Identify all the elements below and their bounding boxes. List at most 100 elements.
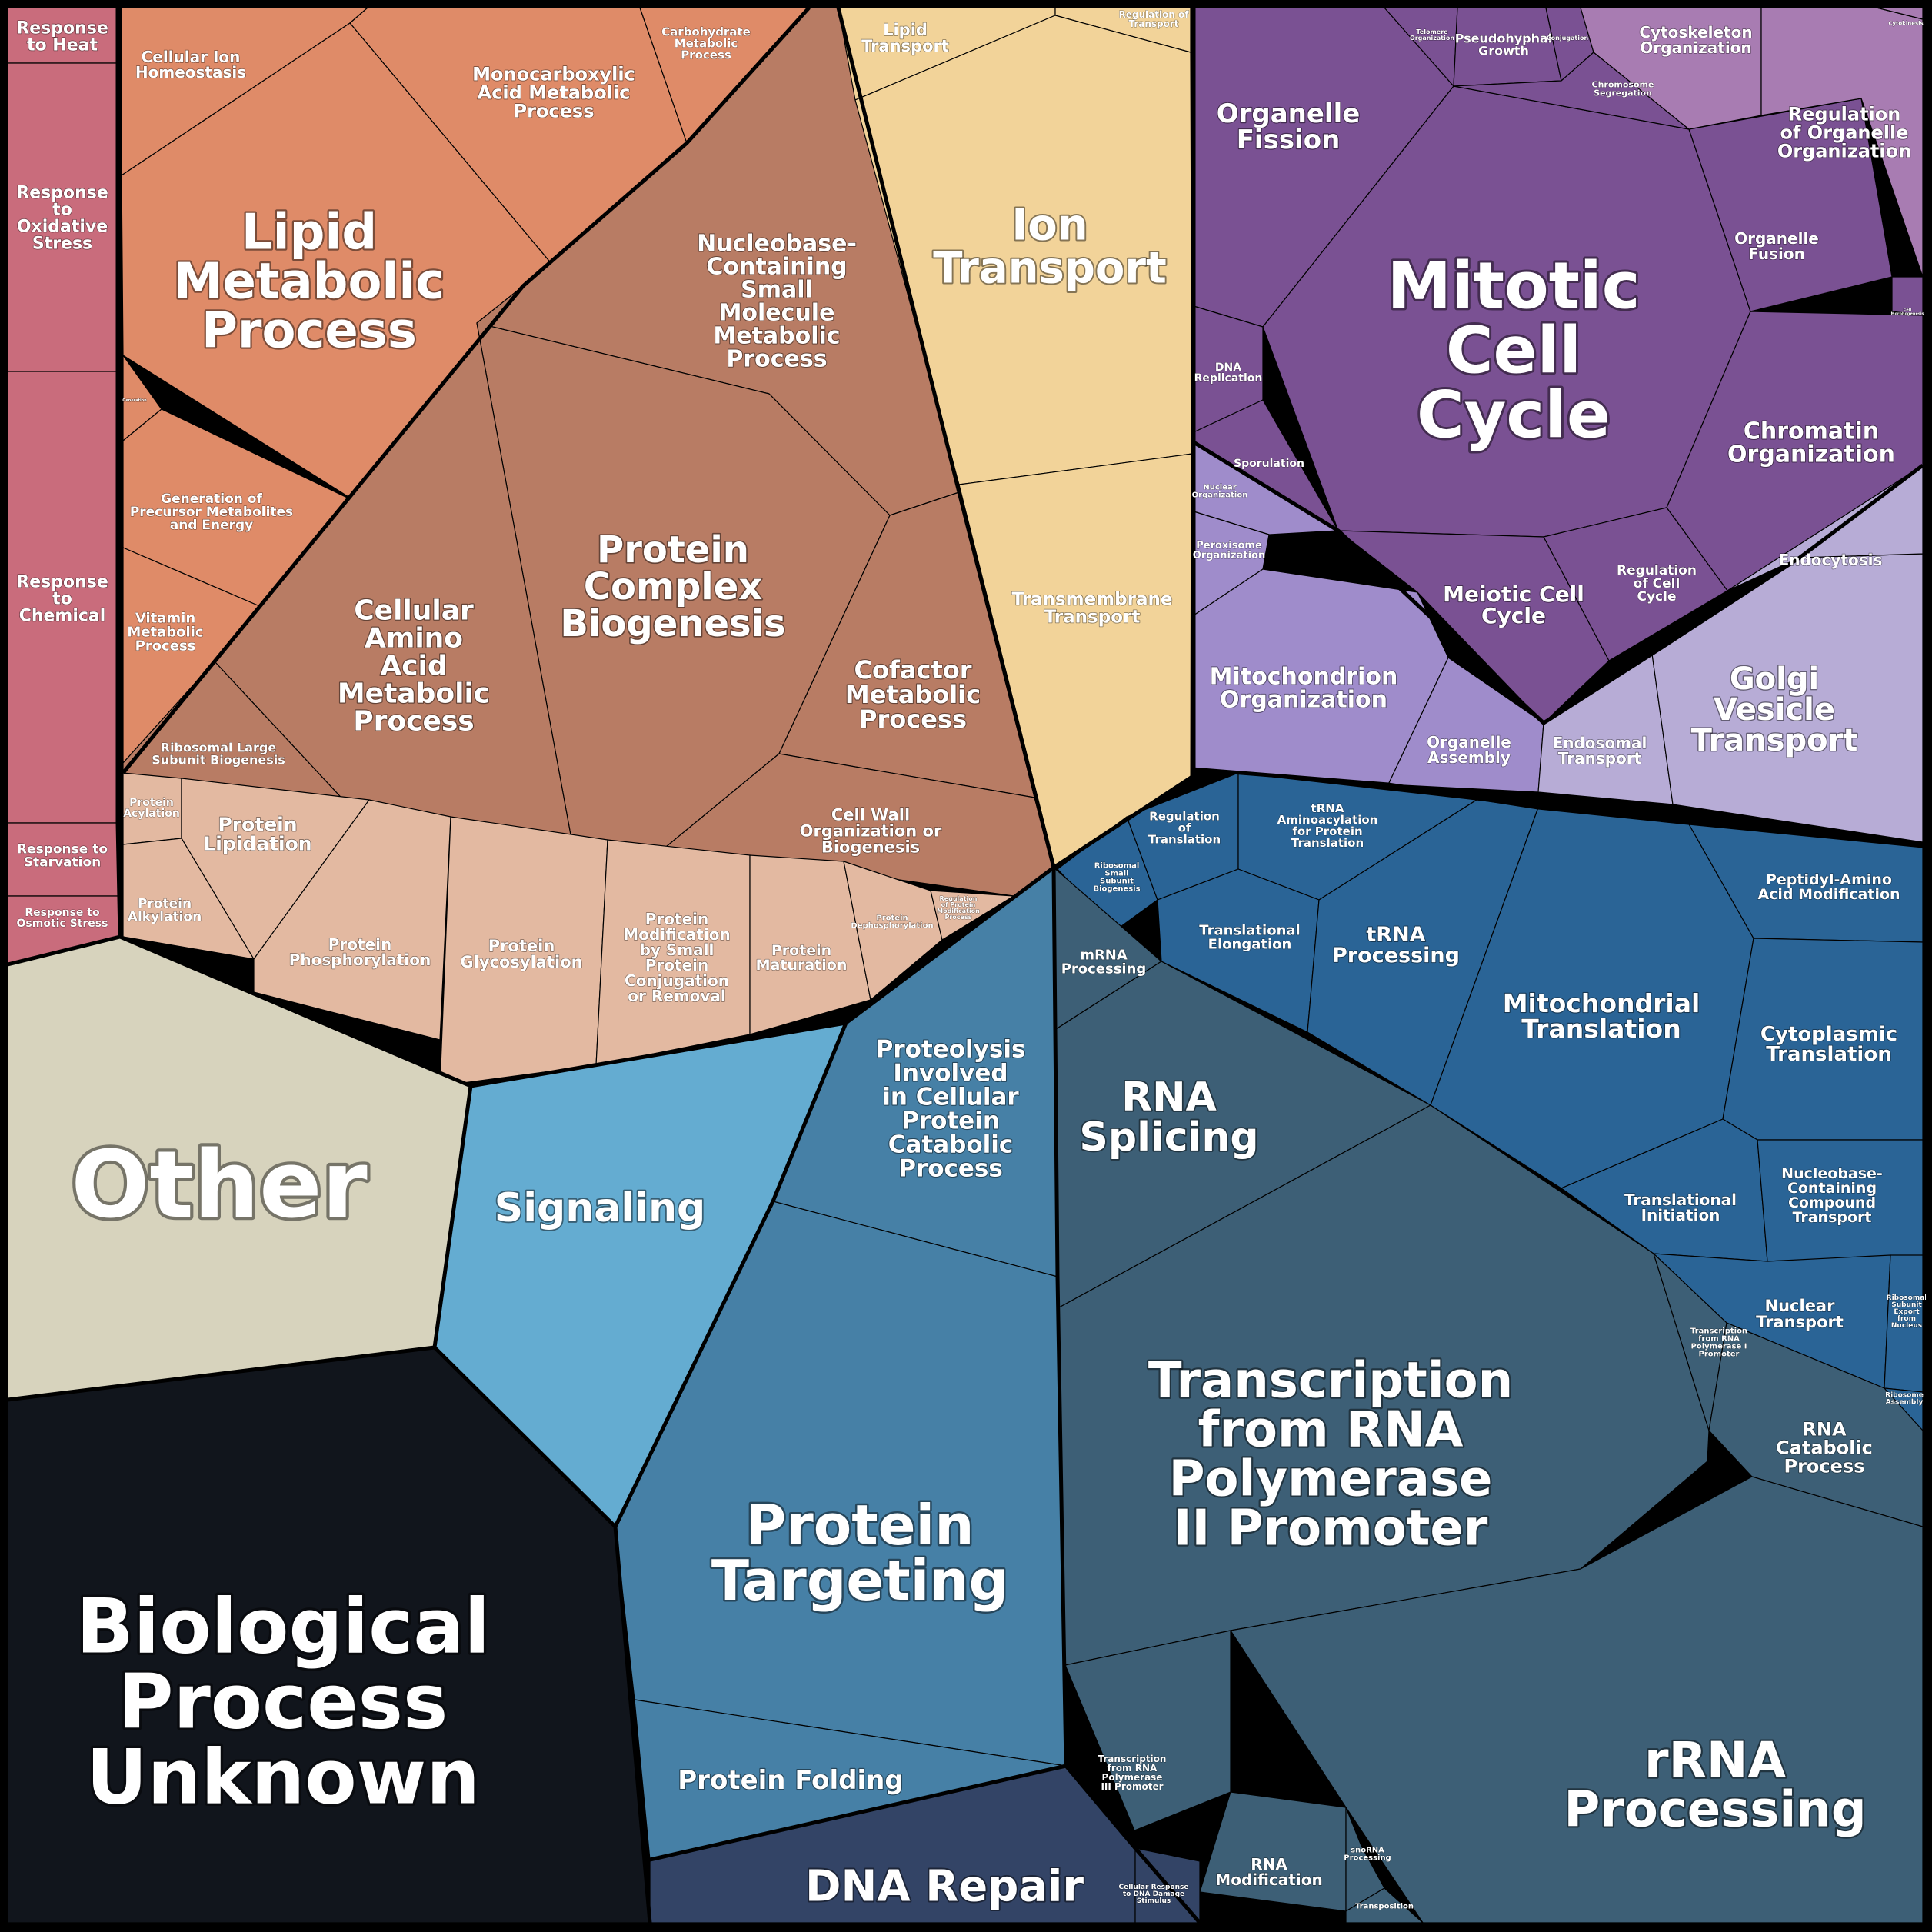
label-rna-splicing: RNA Splicing xyxy=(1079,1074,1258,1161)
cell-endocytosis xyxy=(1727,465,1924,591)
label-cellular-response-to-dna-damage-stimulus: Cellular Response to DNA Damage Stimulus xyxy=(1119,1884,1189,1905)
label-protein-alkylation: Protein Alkylation xyxy=(128,896,202,924)
label-sporulation: Sporulation xyxy=(1234,458,1304,470)
label-golgi-vesicle-transport: Golgi Vesicle Transport xyxy=(1691,661,1858,758)
label-organelle-fission: Organelle Fission xyxy=(1217,98,1361,155)
label-ribosomal-large-subunit-biogenesis: Ribosomal Large Subunit Biogenesis xyxy=(152,741,285,768)
label-nucleobase-containing-compound-transport: Nucleobase-Containing Compound Transport xyxy=(1781,1165,1883,1226)
label-ribosome-assembly: Ribosome Assembly xyxy=(1885,1392,1924,1407)
label-protein-dephosphorylation: Protein Dephosphorylation xyxy=(851,914,933,931)
label-rna-catabolic-process: RNA Catabolic Process xyxy=(1776,1418,1873,1477)
cell-layer xyxy=(7,7,1924,1924)
region-seam xyxy=(649,1764,1067,1862)
label-layer: Response to Heat Response to Oxidative Stress… xyxy=(15,9,1927,1914)
label-peroxisome-organization: Peroxisome Organization xyxy=(1193,540,1265,561)
label-trna-aminoacylation-for-protein-translation: tRNA Aminoacylation for Protein Translation xyxy=(1277,801,1378,850)
label-endocytosis: Endocytosis xyxy=(1779,551,1883,569)
label-mrna-processing: mRNA Processing xyxy=(1061,947,1147,977)
label-cytokinesis: Cytokinesis xyxy=(1888,20,1923,26)
label-translational-elongation: Translational Elongation xyxy=(1199,922,1300,952)
label-generation-of-precursor-metabolites-and-energy: Generation of Precursor Metabolites and En… xyxy=(130,491,293,533)
label-organelle-fusion: Organelle Fusion xyxy=(1734,229,1819,263)
label-snorna-processing: snoRNA Processing xyxy=(1344,1847,1391,1863)
label-lipid-transport: Lipid Transport xyxy=(861,21,949,55)
label-dna-repair: DNA Repair xyxy=(805,1862,1084,1912)
label-transposition: Transposition xyxy=(1355,1903,1414,1911)
label-ribosomal-small-subunit-biogenesis: Ribosomal Small Subunit Biogenesis xyxy=(1093,862,1140,894)
region-seam xyxy=(836,7,1056,868)
label-response-to-heat: Response to Heat xyxy=(16,19,108,55)
region-seam xyxy=(7,934,121,967)
label-response-to-chemical: Response to Chemical xyxy=(16,573,108,626)
cell-regulation-of-protein-modification-process xyxy=(930,890,1014,941)
label-cell-morphogenesis: Cell Morphogenesis xyxy=(1890,308,1924,316)
label-protein-targeting: Protein Targeting xyxy=(711,1493,1008,1613)
cell-protein-phosphorylation xyxy=(253,799,451,1041)
label-conjugation: Conjugation xyxy=(1547,35,1589,42)
label-cytoskeleton-organization: Cytoskeleton Organization xyxy=(1639,23,1752,57)
cell-meiotic-cell-cycle xyxy=(1337,530,1610,724)
region-seam xyxy=(1191,767,1924,848)
region-seam xyxy=(115,8,122,938)
label-nuclear-transport: Nuclear Transport xyxy=(1756,1297,1844,1331)
label-trna-processing: tRNA Processing xyxy=(1332,923,1460,968)
label-protein-phosphorylation: Protein Phosphorylation xyxy=(289,935,431,969)
label-protein-modification-by-small-protein-conjugation-or-removal: Protein Modification by Small Protein Conjug… xyxy=(623,910,730,1005)
label-regulation-of-protein-modification-process: Regulation of Protein Modification Process xyxy=(937,895,980,921)
region-seam xyxy=(122,6,811,774)
group-boundary-layer xyxy=(7,6,1924,1924)
label-response-to-starvation: Response to Starvation xyxy=(17,841,108,870)
label-cellular-ion-homeostasis: Cellular Ion Homeostasis xyxy=(135,48,246,82)
label-biological-process-unknown: Biological Process Unknown xyxy=(76,1583,490,1821)
label-response-to-osmotic-stress: Response to Osmotic Stress xyxy=(17,907,108,930)
cell-transposition xyxy=(1345,1887,1424,1924)
label-telomere-organization: Telomere Organization xyxy=(1410,28,1454,42)
label-protein-glycosylation: Protein Glycosylation xyxy=(460,937,582,971)
label-cytoplasmic-translation: Cytoplasmic Translation xyxy=(1760,1023,1897,1066)
label-pseudohyphal-growth: Pseudohyphal Growth xyxy=(1455,32,1553,58)
label-rrna-processing: rRNA Processing xyxy=(1564,1732,1866,1838)
label-cellular-amino-acid-metabolic-process: Cellular Amino Acid Metabolic Process xyxy=(338,595,490,738)
label-protein-lipidation: Protein Lipidation xyxy=(203,813,311,854)
label-nucleobase-containing-small-molecule-metabolic-process: Nucleobase-Containing Small Molecule Metabo… xyxy=(697,231,857,373)
label-vitamin-metabolic-process: Vitamin Metabolic Process xyxy=(127,610,203,654)
region-seam xyxy=(1192,440,1924,725)
label-cofactor-metabolic-process: Cofactor Metabolic Process xyxy=(845,655,981,734)
label-mitochondrion-organization: Mitochondrion Organization xyxy=(1210,664,1398,714)
cell-cell-morphogenesis xyxy=(1891,276,1924,316)
label-response-to-oxidative-stress: Response to Oxidative Stress xyxy=(16,184,108,254)
label-ribosomal-subunit-export-from-nucleus: Ribosomal Subunit Export from Nucleus xyxy=(1887,1294,1927,1330)
label-transmembrane-transport: Transmembrane Transport xyxy=(1012,590,1173,628)
label-carbohydrate-metabolic-process: Carbohydrate Metabolic Process xyxy=(661,25,751,62)
label-nuclear-organization: Nuclear Organization xyxy=(1192,484,1248,500)
label-dna-replication: DNA Replication xyxy=(1194,361,1263,385)
label-regulation-of-transport: Regulation of Transport xyxy=(1118,9,1189,29)
label-rna-modification: RNA Modification xyxy=(1215,1855,1322,1889)
label-generation-of-precursor-metabolites-and-energy: Generation xyxy=(122,398,147,403)
label-cell-wall-organization-or-biogenesis: Cell Wall Organization or Biogenesis xyxy=(800,805,942,856)
label-transcription-from-rna-polymerase-iii-promoter: Transcription from RNA Polymerase III Promo… xyxy=(1098,1754,1167,1792)
label-mitochondrial-translation: Mitochondrial Translation xyxy=(1503,988,1700,1044)
label-meiotic-cell-cycle: Meiotic Cell Cycle xyxy=(1443,581,1584,628)
label-protein-maturation: Protein Maturation xyxy=(756,942,848,974)
region-seam xyxy=(613,1022,848,1528)
label-chromosome-segregation: Chromosome Segregation xyxy=(1592,79,1654,98)
label-monocarboxylic-acid-metabolic-process: Monocarboxylic Acid Metabolic Process xyxy=(472,63,635,122)
label-chromatin-organization: Chromatin Organization xyxy=(1727,418,1895,468)
label-regulation-of-organelle-organization: Regulation of Organelle Organization xyxy=(1777,103,1911,162)
label-protein-folding: Protein Folding xyxy=(678,1765,903,1796)
label-ion-transport: Ion Transport xyxy=(933,201,1167,294)
label-mitotic-cell-cycle: Mitotic Cell Cycle xyxy=(1387,248,1641,452)
label-protein-complex-biogenesis: Protein Complex Biogenesis xyxy=(560,528,785,645)
label-proteolysis-involved-in-cellular-protein-catabolic-process: Proteolysis Involved in Cellular Protein Cat… xyxy=(876,1035,1026,1182)
label-transcription-from-rna-polymerase-ii-promoter: Transcription from RNA Polymerase II Promot… xyxy=(1148,1352,1513,1557)
label-protein-acylation: Protein Acylation xyxy=(123,797,180,820)
label-transcription-from-rna-polymerase-i-promoter: Transcription from RNA Polymerase I Promote… xyxy=(1690,1327,1747,1359)
label-translational-initiation: Translational Initiation xyxy=(1624,1191,1737,1224)
label-endosomal-transport: Endosomal Transport xyxy=(1553,734,1647,768)
cell-rrna-processing xyxy=(1230,1476,1924,1924)
label-regulation-of-translation: Regulation of Translation xyxy=(1148,809,1221,846)
label-regulation-of-cell-cycle: Regulation of Cell Cycle xyxy=(1617,563,1697,605)
